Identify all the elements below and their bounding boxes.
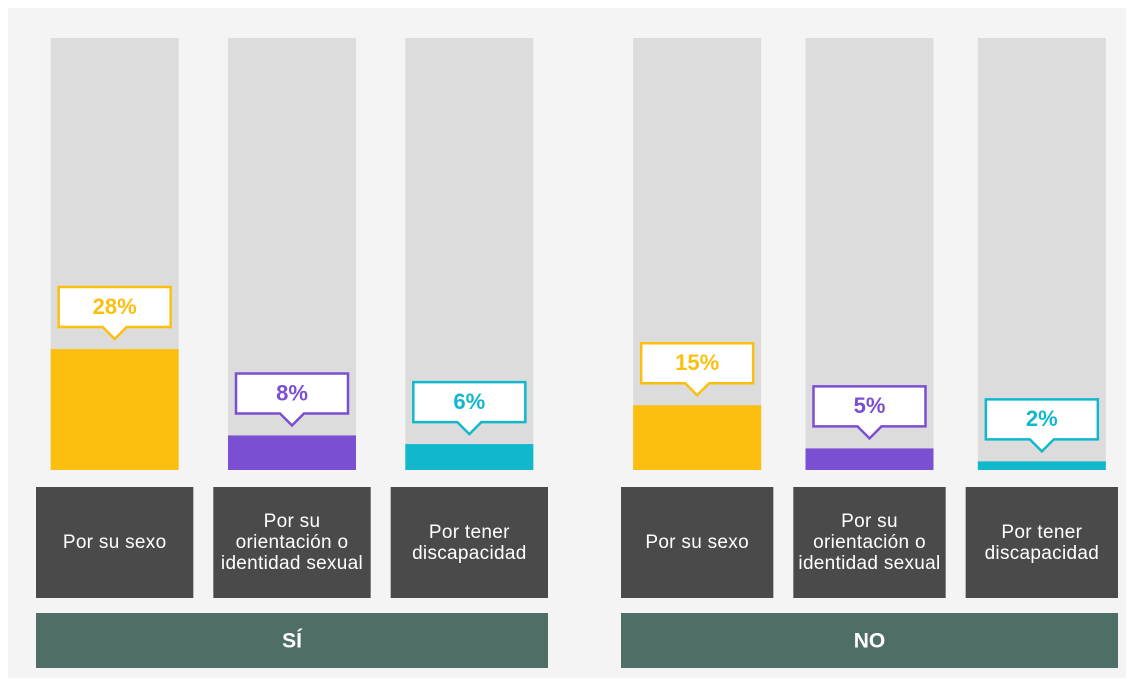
bar <box>805 448 934 470</box>
group-label: NO <box>854 630 886 653</box>
value-label: 8% <box>276 380 308 405</box>
category-label: Por tener discapacidad <box>412 521 527 564</box>
group-label: SÍ <box>282 630 303 653</box>
category-label: Por su orientación o identidad sexual <box>220 511 364 574</box>
category-label-box: Por tener discapacidad <box>984 521 1100 564</box>
category-label: Por su orientación o identidad sexual <box>798 511 941 574</box>
category-box <box>213 487 371 598</box>
category-box <box>965 487 1118 598</box>
category-label-box: Por su orientación o identidad sexual <box>220 511 364 574</box>
value-label: 5% <box>854 393 886 418</box>
callout <box>234 372 350 428</box>
bar <box>228 435 356 470</box>
category-label: Por su sexo <box>645 532 749 553</box>
bar-track <box>633 38 762 470</box>
value-label: 28% <box>93 294 137 319</box>
bar <box>633 405 762 470</box>
category-box <box>621 487 774 598</box>
bar <box>50 349 179 470</box>
category-box <box>390 487 548 598</box>
value-label: 6% <box>453 389 485 414</box>
value-label: 2% <box>1026 406 1058 431</box>
category-label-box: Por su orientación o identidad sexual <box>798 511 941 574</box>
callout <box>412 380 527 436</box>
category-box <box>793 487 946 598</box>
category-box <box>36 487 194 598</box>
value-label: 15% <box>675 350 719 375</box>
bar-track <box>977 38 1106 470</box>
category-label: Por tener discapacidad <box>984 521 1100 564</box>
group-box <box>36 613 548 668</box>
bar <box>977 461 1106 470</box>
callout <box>984 398 1100 454</box>
callout <box>812 385 927 441</box>
callout <box>57 285 172 341</box>
callout <box>639 341 755 397</box>
category-label-box: Por su sexo <box>62 532 167 553</box>
category-label-box: Por su sexo <box>645 532 749 553</box>
group-box <box>621 613 1118 668</box>
category-label: Por su sexo <box>62 532 167 553</box>
bar <box>405 444 534 470</box>
category-label-box: Por tener discapacidad <box>412 521 527 564</box>
